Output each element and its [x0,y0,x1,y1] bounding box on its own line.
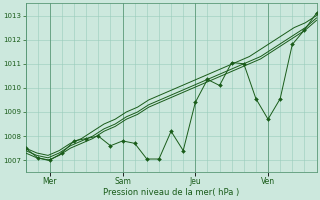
X-axis label: Pression niveau de la mer( hPa ): Pression niveau de la mer( hPa ) [103,188,239,197]
